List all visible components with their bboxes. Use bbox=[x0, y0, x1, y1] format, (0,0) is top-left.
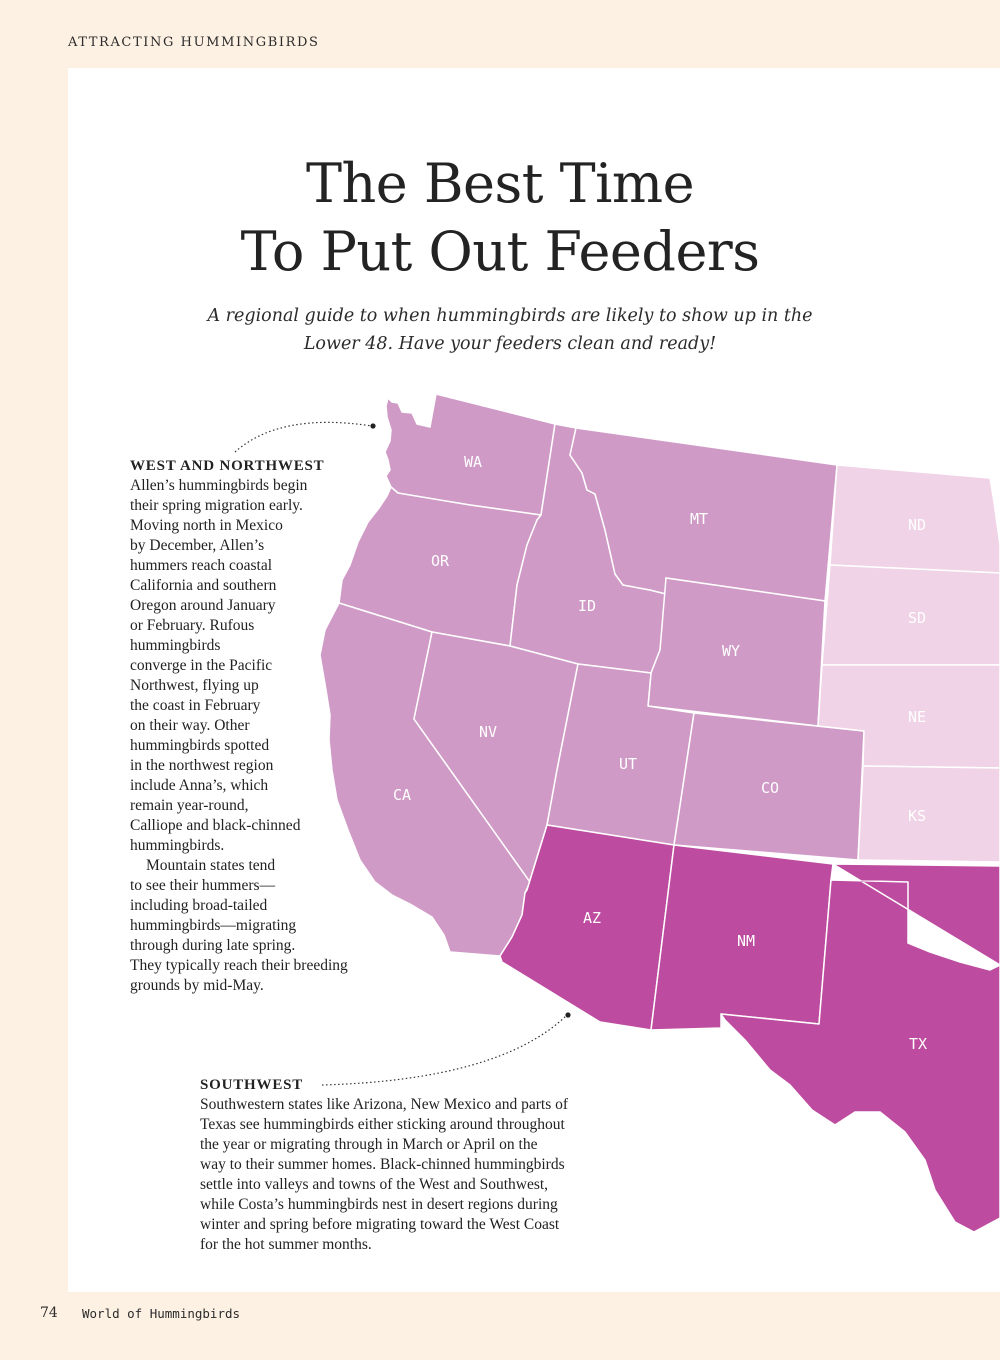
body-line: winter and spring before migrating towar… bbox=[200, 1216, 560, 1233]
leader-line-west bbox=[234, 421, 373, 453]
region-plains bbox=[817, 464, 1000, 863]
state-ks bbox=[857, 765, 1000, 863]
state-label-ks: KS bbox=[908, 807, 926, 825]
state-label-tx: TX bbox=[909, 1035, 927, 1053]
body-line: hummingbirds bbox=[130, 637, 221, 654]
body-line: They typically reach their breeding bbox=[130, 957, 348, 974]
southwest-heading: SOUTHWEST bbox=[200, 1077, 304, 1093]
subtitle-line-1: A regional guide to when hummingbirds ar… bbox=[207, 306, 813, 326]
body-line: Calliope and black-chinned bbox=[130, 817, 301, 834]
state-label-sd: SD bbox=[908, 609, 926, 627]
body-line: the coast in February bbox=[130, 697, 261, 714]
state-label-ut: UT bbox=[619, 755, 637, 773]
west-northwest-heading: WEST AND NORTHWEST bbox=[130, 458, 325, 474]
body-line: Northwest, flying up bbox=[130, 677, 259, 694]
state-sd bbox=[821, 564, 1000, 666]
body-line: the year or migrating through in March o… bbox=[200, 1136, 538, 1153]
state-label-ca: CA bbox=[393, 786, 411, 804]
state-labels: WA OR CA ID NV MT WY UT CO AZ NM TX ND S… bbox=[393, 453, 927, 1053]
body-line: settle into valleys and towns of the Wes… bbox=[200, 1176, 549, 1193]
body-line: hummers reach coastal bbox=[130, 557, 273, 574]
state-label-mt: MT bbox=[690, 510, 708, 528]
west-northwest-section: WEST AND NORTHWEST Allen’s hummingbirds … bbox=[130, 456, 348, 996]
body-line: their spring migration early. bbox=[130, 497, 303, 514]
title-line-1: The Best Time bbox=[305, 152, 695, 215]
body-line: hummingbirds—migrating bbox=[130, 917, 297, 934]
page-number: 74 bbox=[40, 1305, 58, 1321]
body-line: through during late spring. bbox=[130, 937, 296, 954]
body-line: Mountain states tend bbox=[146, 857, 276, 874]
state-tx bbox=[720, 863, 1000, 1233]
body-line: for the hot summer months. bbox=[200, 1236, 372, 1253]
page-subtitle: A regional guide to when hummingbirds ar… bbox=[160, 302, 860, 358]
body-line: or February. Rufous bbox=[130, 617, 255, 634]
leader-dot-southwest bbox=[565, 1012, 571, 1018]
body-line: hummingbirds. bbox=[130, 837, 225, 854]
state-label-co: CO bbox=[761, 779, 779, 797]
body-line: on their way. Other bbox=[130, 717, 250, 734]
body-line: include Anna’s, which bbox=[130, 777, 269, 794]
body-line: hummingbirds spotted bbox=[130, 737, 270, 754]
region-southwest bbox=[499, 824, 1000, 1233]
state-label-ne: NE bbox=[908, 708, 926, 726]
state-label-nm: NM bbox=[737, 932, 755, 950]
page-title: The Best Time To Put Out Feeders bbox=[0, 150, 1000, 286]
state-label-nv: NV bbox=[479, 723, 497, 741]
state-label-wy: WY bbox=[722, 642, 740, 660]
body-line: while Costa’s hummingbirds nest in deser… bbox=[200, 1196, 558, 1213]
state-label-or: OR bbox=[431, 552, 450, 570]
body-line: in the northwest region bbox=[130, 757, 274, 774]
title-line-2: To Put Out Feeders bbox=[240, 220, 760, 283]
state-label-nd: ND bbox=[908, 516, 926, 534]
subtitle-line-2: Lower 48. Have your feeders clean and re… bbox=[303, 334, 717, 354]
body-line: Southwestern states like Arizona, New Me… bbox=[200, 1096, 569, 1113]
body-line: Allen’s hummingbirds begin bbox=[130, 477, 308, 494]
publication-title: World of Hummingbirds bbox=[82, 1306, 241, 1321]
body-line: including broad-tailed bbox=[130, 897, 268, 914]
body-line: Oregon around January bbox=[130, 597, 276, 614]
southwest-section: SOUTHWEST Southwestern states like Arizo… bbox=[200, 1075, 568, 1255]
leader-dot-west bbox=[370, 423, 376, 429]
body-line: grounds by mid-May. bbox=[130, 977, 264, 994]
state-label-id: ID bbox=[578, 597, 596, 615]
running-head: ATTRACTING HUMMINGBIRDS bbox=[68, 35, 320, 50]
body-line: Moving north in Mexico bbox=[130, 517, 283, 534]
body-line: way to their summer homes. Black-chinned… bbox=[200, 1156, 565, 1173]
state-label-az: AZ bbox=[583, 909, 601, 927]
body-line: Texas see hummingbirds either sticking a… bbox=[200, 1116, 565, 1133]
body-line: by December, Allen’s bbox=[130, 537, 265, 554]
body-line: converge in the Pacific bbox=[130, 657, 273, 674]
body-line: to see their hummers— bbox=[130, 877, 276, 894]
body-line: California and southern bbox=[130, 577, 277, 594]
region-west-northwest bbox=[319, 393, 865, 957]
state-label-wa: WA bbox=[464, 453, 482, 471]
body-line: remain year-round, bbox=[130, 797, 249, 814]
